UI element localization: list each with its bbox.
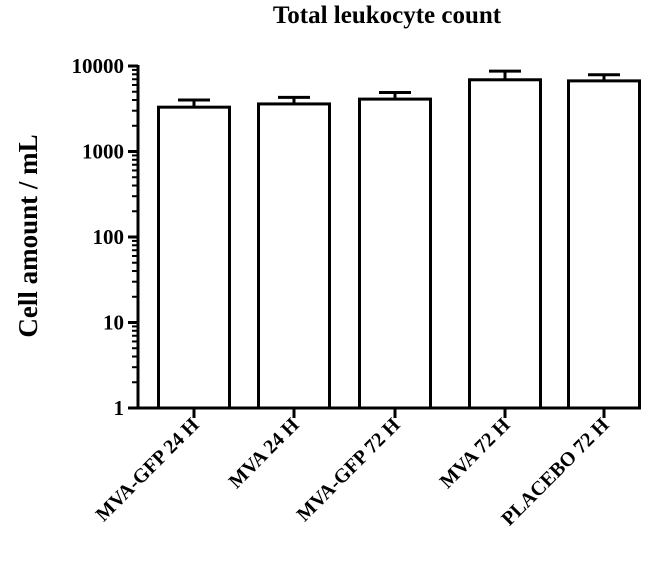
y-tick-label: 10000 — [72, 54, 125, 78]
x-tick-label: MVA 24 H — [225, 414, 304, 493]
bar — [257, 102, 331, 410]
y-tick-label: 100 — [93, 225, 125, 249]
y-tick-label: 10 — [103, 311, 124, 335]
plot-area: 1 10 100 1000 10000 MVA-GFP 24 H MVA 24 HMVA-G… — [72, 54, 641, 530]
x-tick-label: MVA 72 H — [436, 414, 515, 493]
bar — [358, 97, 432, 410]
bar — [468, 78, 542, 410]
x-tick-label: MVA-GFP 72 H — [293, 414, 405, 526]
bar — [567, 79, 641, 410]
y-axis-label: Cell amount / mL — [13, 134, 43, 337]
x-tick-label: PLACEBO 72 H — [497, 414, 613, 530]
chart-title: Total leukocyte count — [273, 2, 502, 29]
y-tick-label: 1000 — [82, 140, 124, 164]
x-tick-label: MVA-GFP 24 H — [92, 414, 204, 526]
bar — [157, 105, 231, 410]
y-tick-label: 1 — [114, 396, 125, 420]
